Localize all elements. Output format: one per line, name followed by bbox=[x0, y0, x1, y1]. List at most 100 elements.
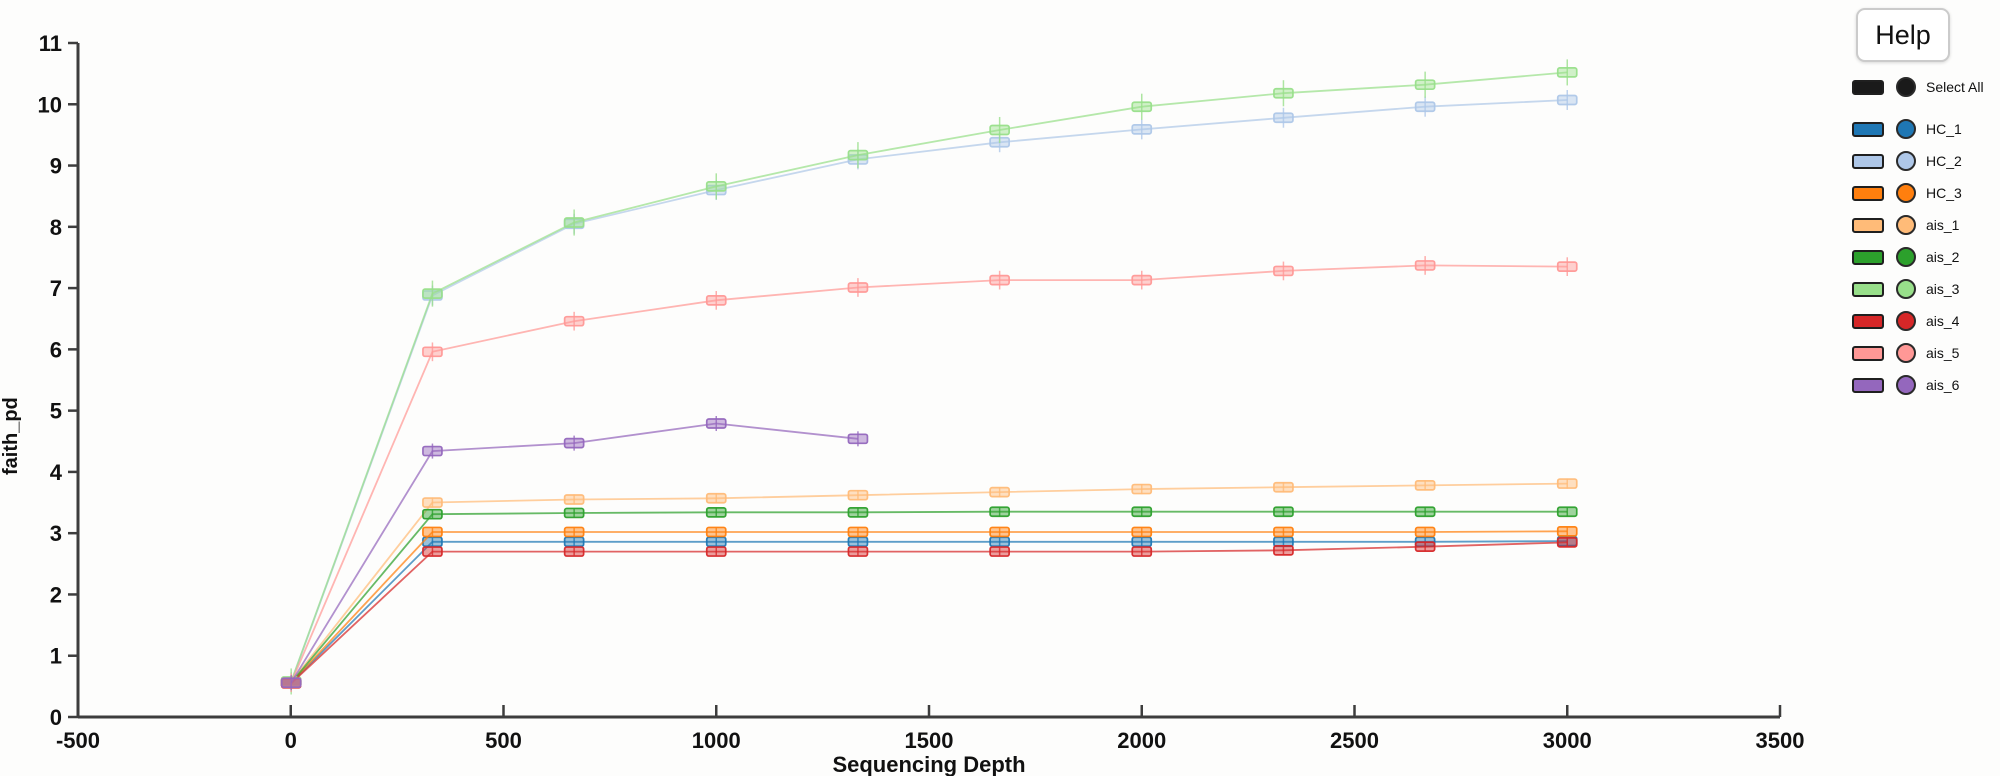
legend-item-label: ais_1 bbox=[1926, 217, 1960, 233]
data-point-marker bbox=[1556, 67, 1578, 78]
y-tick-label: 1 bbox=[50, 644, 62, 669]
data-point-marker bbox=[989, 526, 1010, 538]
series-ais_2 bbox=[280, 506, 1578, 689]
y-tick-label: 2 bbox=[50, 582, 62, 607]
legend-marker-circle-icon[interactable] bbox=[1896, 279, 1916, 299]
data-point-marker bbox=[1131, 506, 1153, 518]
legend-item-HC_1[interactable]: HC_1 bbox=[1852, 118, 2000, 140]
y-tick-label: 10 bbox=[38, 92, 62, 117]
data-point-marker bbox=[563, 437, 585, 449]
data-point-marker bbox=[1131, 546, 1153, 557]
data-point-marker bbox=[705, 506, 727, 518]
x-tick-label: 3500 bbox=[1756, 728, 1805, 753]
legend-item-ais_4[interactable]: ais_4 bbox=[1852, 310, 2000, 332]
legend-swatch-icon[interactable] bbox=[1852, 345, 1884, 361]
legend-marker-circle-icon[interactable] bbox=[1896, 151, 1916, 171]
data-point-marker bbox=[422, 526, 443, 538]
legend-marker-circle-icon[interactable] bbox=[1896, 119, 1916, 139]
x-tick-label: 3000 bbox=[1543, 728, 1592, 753]
legend-item-label: ais_4 bbox=[1926, 313, 1960, 329]
legend-item-ais_1[interactable]: ais_1 bbox=[1852, 214, 2000, 236]
legend-swatch-icon[interactable] bbox=[1852, 79, 1884, 95]
y-tick-label: 5 bbox=[50, 399, 62, 424]
legend-marker-circle-icon[interactable] bbox=[1896, 77, 1916, 97]
data-point-marker bbox=[705, 418, 727, 429]
legend-item-HC_3[interactable]: HC_3 bbox=[1852, 182, 2000, 204]
data-point-marker bbox=[705, 526, 727, 538]
series-line-HC_3 bbox=[290, 530, 1568, 684]
legend-swatch-icon[interactable] bbox=[1852, 377, 1884, 393]
legend-swatch-icon[interactable] bbox=[1852, 249, 1884, 265]
y-tick-label: 0 bbox=[50, 705, 62, 730]
data-point-marker bbox=[847, 489, 869, 501]
x-axis-title: Sequencing Depth bbox=[832, 752, 1025, 776]
legend-item-ais_2[interactable]: ais_2 bbox=[1852, 246, 2000, 268]
y-tick-label: 9 bbox=[50, 154, 62, 179]
data-point-marker bbox=[705, 492, 727, 504]
data-point-marker bbox=[563, 536, 585, 548]
legend-swatch-icon[interactable] bbox=[1852, 313, 1884, 329]
data-point-marker bbox=[563, 546, 585, 557]
legend-item-ais_5[interactable]: ais_5 bbox=[1852, 342, 2000, 364]
data-point-marker bbox=[422, 288, 443, 299]
x-axis: -500 0 500 1000 1500 2000 2500 3000 3500 Sequenci… bbox=[56, 705, 1805, 776]
series-line-HC_2 bbox=[290, 99, 1568, 683]
legend-swatch-icon[interactable] bbox=[1852, 121, 1884, 137]
legend-marker-circle-icon[interactable] bbox=[1896, 375, 1916, 395]
data-point-marker bbox=[705, 294, 727, 306]
legend-marker-circle-icon[interactable] bbox=[1896, 311, 1916, 331]
legend-swatch-icon[interactable] bbox=[1852, 281, 1884, 297]
legend-item-HC_2[interactable]: HC_2 bbox=[1852, 150, 2000, 172]
data-point-marker bbox=[1556, 478, 1578, 489]
series-ais_1 bbox=[280, 478, 1578, 688]
series-line-ais_1 bbox=[290, 482, 1568, 683]
data-point-marker bbox=[1131, 274, 1153, 286]
legend-marker-circle-icon[interactable] bbox=[1896, 215, 1916, 235]
data-point-marker bbox=[989, 486, 1010, 498]
legend-swatch-icon[interactable] bbox=[1852, 217, 1884, 233]
data-point-marker bbox=[563, 526, 585, 538]
data-point-marker bbox=[1556, 506, 1578, 518]
y-tick-label: 11 bbox=[39, 31, 62, 56]
legend-item-ais_3[interactable]: ais_3 bbox=[1852, 278, 2000, 300]
data-point-marker bbox=[563, 315, 585, 327]
legend-swatch-icon[interactable] bbox=[1852, 185, 1884, 201]
data-point-marker bbox=[1414, 260, 1436, 271]
x-tick-label: 0 bbox=[285, 728, 297, 753]
data-point-marker bbox=[1131, 536, 1153, 548]
data-point-marker bbox=[1273, 265, 1294, 277]
data-point-marker bbox=[1556, 537, 1578, 548]
data-point-marker bbox=[1131, 124, 1153, 135]
data-point-marker bbox=[422, 346, 443, 358]
legend-item-select-all[interactable]: Select All bbox=[1852, 76, 2000, 98]
legend-item-label: ais_3 bbox=[1926, 281, 1960, 297]
data-point-marker bbox=[563, 507, 585, 519]
data-point-marker bbox=[1414, 101, 1436, 113]
legend-item-label: ais_6 bbox=[1926, 377, 1960, 393]
series-ais_6 bbox=[280, 415, 869, 691]
legend-marker-circle-icon[interactable] bbox=[1896, 247, 1916, 267]
series-ais_4 bbox=[280, 537, 1578, 689]
series-line-HC_1 bbox=[290, 540, 1568, 684]
data-point-marker bbox=[1556, 525, 1578, 537]
data-point-marker bbox=[422, 445, 443, 457]
help-button[interactable]: Help bbox=[1856, 8, 1950, 62]
data-point-marker bbox=[1273, 112, 1294, 124]
data-point-marker bbox=[847, 433, 869, 445]
legend-swatch-icon[interactable] bbox=[1852, 153, 1884, 169]
data-point-marker bbox=[1273, 536, 1294, 548]
data-point-marker bbox=[1131, 101, 1153, 113]
series-line-ais_4 bbox=[290, 541, 1568, 684]
y-tick-label: 6 bbox=[50, 337, 62, 362]
data-point-marker bbox=[1273, 481, 1294, 493]
legend-item-ais_6[interactable]: ais_6 bbox=[1852, 374, 2000, 396]
legend-marker-circle-icon[interactable] bbox=[1896, 343, 1916, 363]
series-HC_2 bbox=[280, 90, 1578, 693]
legend-marker-circle-icon[interactable] bbox=[1896, 183, 1916, 203]
data-point-marker bbox=[1556, 94, 1578, 106]
data-point-marker bbox=[422, 497, 443, 508]
y-tick-label: 3 bbox=[50, 521, 62, 546]
